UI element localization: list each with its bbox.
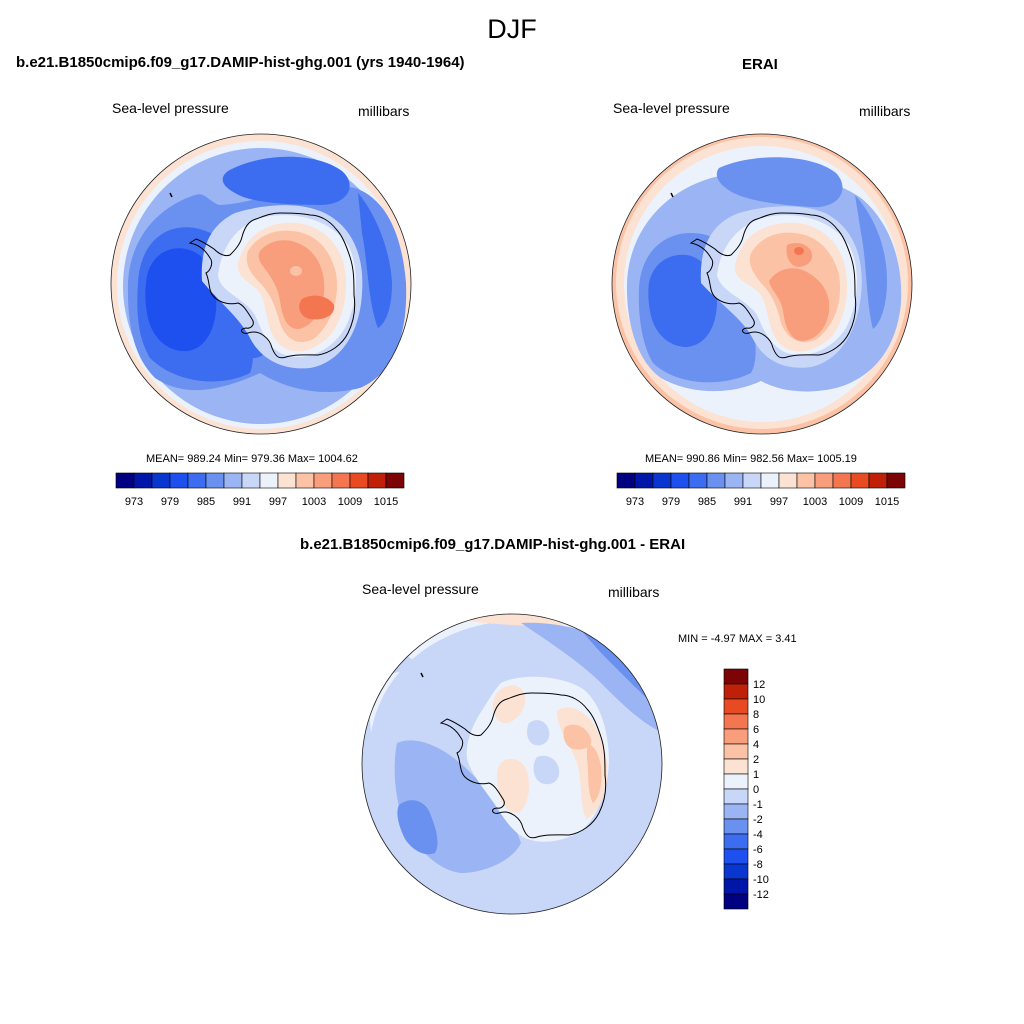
panel1-colorbar-box	[277, 472, 297, 489]
panel2-colorbar-box	[778, 472, 798, 489]
panel2-colorbar-box	[814, 472, 834, 489]
panel2-stats: MEAN= 990.86 Min= 982.56 Max= 1005.19	[645, 453, 857, 465]
panel2-colorbar-box	[724, 472, 744, 489]
panel3-colorbar-box	[723, 878, 749, 895]
panel3-colorbar-box	[723, 758, 749, 775]
panel2-colorbar-box	[670, 472, 690, 489]
panel2-colorbar-box	[652, 472, 672, 489]
panel1-colorbar-box	[349, 472, 369, 489]
panel2-colorbar-box	[886, 472, 906, 489]
panel2-colorbar-box	[796, 472, 816, 489]
panel3-colorbar-tick-label: -1	[753, 799, 763, 811]
panel1-colorbar-tick-label: 1009	[338, 496, 362, 508]
panel1-units-label: millibars	[358, 103, 410, 119]
figure-title: DJF	[487, 14, 537, 44]
panel2-polar-map	[611, 133, 913, 435]
panel2-colorbar-box	[850, 472, 870, 489]
panel1-colorbar-box	[169, 472, 189, 489]
panel1-colorbar-box	[241, 472, 261, 489]
panel1-stats: MEAN= 989.24 Min= 979.36 Max= 1004.62	[146, 453, 358, 465]
panel3-colorbar-tick-label: -10	[753, 874, 769, 886]
panel2-colorbar-tick-label: 1009	[839, 496, 863, 508]
panel2-units-label: millibars	[859, 103, 911, 119]
panel1-colorbar-box	[259, 472, 279, 489]
panel1-colorbar-box	[313, 472, 333, 489]
panel1-colorbar-box	[151, 472, 171, 489]
panel3-colorbar-tick-label: -2	[753, 814, 763, 826]
panel1-colorbar-box	[295, 472, 315, 489]
panel2-colorbar-tick-label: 997	[770, 496, 788, 508]
panel2-colorbar-tick-label: 973	[626, 496, 644, 508]
panel2-colorbar-box	[760, 472, 780, 489]
panel3-colorbar-box	[723, 698, 749, 715]
panel2-variable-label: Sea-level pressure	[613, 100, 730, 116]
panel3-title: b.e21.B1850cmip6.f09_g17.DAMIP-hist-ghg.…	[300, 536, 686, 553]
panel2-colorbar-tick-label: 1003	[803, 496, 827, 508]
panel1-colorbar-box	[205, 472, 225, 489]
panel1-title: b.e21.B1850cmip6.f09_g17.DAMIP-hist-ghg.…	[16, 54, 465, 71]
panel2-colorbar-box	[706, 472, 726, 489]
panel1-colorbar-tick-label: 973	[125, 496, 143, 508]
panel1-colorbar-box	[223, 472, 243, 489]
panel2-colorbar-box	[742, 472, 762, 489]
panel3-colorbar-tick-label: 4	[753, 739, 759, 751]
panel3-colorbar-box	[723, 803, 749, 820]
panel1-colorbar-box	[133, 472, 153, 489]
panel2-colorbar-tick-label: 985	[698, 496, 716, 508]
panel3-colorbar-tick-label: 10	[753, 694, 765, 706]
panel3-colorbar-tick-label: -12	[753, 889, 769, 901]
panel3-colorbar-box	[723, 743, 749, 760]
panel3-colorbar-tick-label: 12	[753, 679, 765, 691]
panel3-colorbar-tick-label: 6	[753, 724, 759, 736]
panel3-colorbar-box	[723, 683, 749, 700]
panel1-colorbar-tick-label: 979	[161, 496, 179, 508]
panel1-colorbar-box	[367, 472, 387, 489]
panel2-colorbar-box	[616, 472, 636, 489]
panel1-colorbar-tick-label: 985	[197, 496, 215, 508]
panel1-colorbar-box	[385, 472, 405, 489]
panel3-colorbar-tick-label: 0	[753, 784, 759, 796]
panel1-colorbar-box	[331, 472, 351, 489]
panel3-colorbar-box	[723, 893, 749, 910]
panel1-colorbar: 973 979 985 991 997 1003 1009 1015	[115, 472, 405, 508]
panel3-colorbar-box	[723, 773, 749, 790]
panel3-colorbar-box	[723, 833, 749, 850]
panel1-colorbar-box	[115, 472, 135, 489]
panel1-colorbar-tick-label: 997	[269, 496, 287, 508]
panel3-units-label: millibars	[608, 584, 660, 600]
panel3-colorbar-tick-label: -6	[753, 844, 763, 856]
panel2-colorbar-tick-label: 991	[734, 496, 752, 508]
panel1-colorbar-tick-label: 1015	[374, 496, 398, 508]
panel1-variable-label: Sea-level pressure	[112, 100, 229, 116]
panel3-variable-label: Sea-level pressure	[362, 581, 479, 597]
panel2-colorbar-box	[868, 472, 888, 489]
panel3-colorbar-box	[723, 668, 749, 685]
panel3-colorbar-tick-label: -8	[753, 859, 763, 871]
panel3-colorbar-tick-label: 1	[753, 769, 759, 781]
panel3-colorbar-box	[723, 713, 749, 730]
panel3-colorbar-tick-label: 2	[753, 754, 759, 766]
panel3-colorbar-box	[723, 728, 749, 745]
panel3-colorbar-tick-label: 8	[753, 709, 759, 721]
panel3-colorbar-box	[723, 863, 749, 880]
panel3-colorbar-box	[723, 788, 749, 805]
panel3-stats: MIN = -4.97 MAX = 3.41	[678, 633, 797, 645]
panel2-colorbar-tick-label: 1015	[875, 496, 899, 508]
panel3-colorbar-box	[723, 818, 749, 835]
panel2-title: ERAI	[742, 56, 778, 73]
panel1-polar-map	[110, 133, 412, 435]
panel2-colorbar-box	[832, 472, 852, 489]
panel2-colorbar: 973 979 985 991 997 1003 1009 1015	[616, 472, 906, 508]
panel3-colorbar-tick-label: -4	[753, 829, 763, 841]
panel1-colorbar-tick-label: 1003	[302, 496, 326, 508]
panel3-colorbar-box	[723, 848, 749, 865]
panel1-colorbar-tick-label: 991	[233, 496, 251, 508]
panel1-colorbar-box	[187, 472, 207, 489]
panel2-colorbar-tick-label: 979	[662, 496, 680, 508]
panel2-colorbar-box	[634, 472, 654, 489]
panel3-polar-map	[361, 613, 663, 915]
panel2-colorbar-box	[688, 472, 708, 489]
